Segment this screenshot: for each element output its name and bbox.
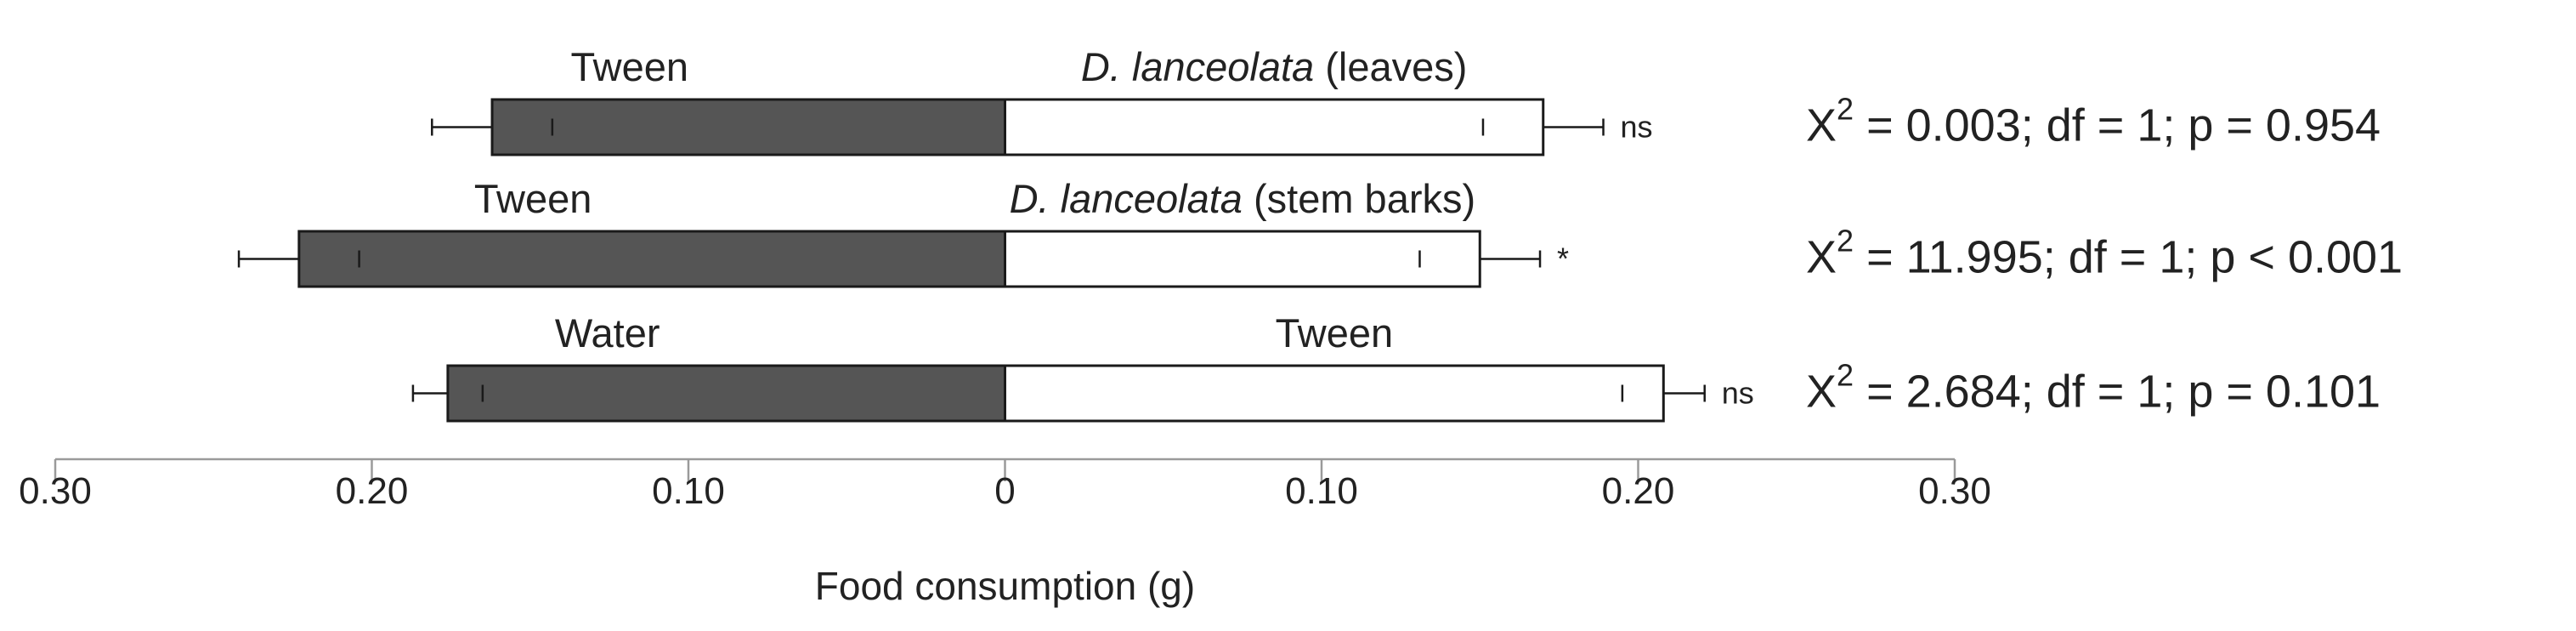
left-bar bbox=[490, 98, 1006, 156]
right-group-label: Tween bbox=[1276, 310, 1393, 355]
stat-superscript: 2 bbox=[1837, 358, 1854, 393]
right-label-part: (leaves) bbox=[1314, 44, 1467, 89]
x-tick-label: 0.20 bbox=[336, 470, 409, 512]
stat-values: = 0.003; df = 1; p = 0.954 bbox=[1854, 100, 2381, 151]
left-bar bbox=[297, 230, 1006, 288]
stat-superscript: 2 bbox=[1837, 92, 1854, 127]
significance-marker: ns bbox=[1621, 110, 1653, 145]
right-error-bar bbox=[1418, 250, 1542, 268]
x-tick-label: 0.30 bbox=[19, 470, 92, 512]
right-bar bbox=[1004, 98, 1545, 156]
x-tick-label: 0.10 bbox=[652, 470, 725, 512]
right-bar bbox=[1004, 364, 1665, 423]
chi-square-stat: X2 = 2.684; df = 1; p = 0.101 bbox=[1806, 358, 2381, 418]
left-bar bbox=[446, 364, 1006, 423]
bar-row-3: Water Tween ns X2 = 2.684; df = 1; p = 0.10… bbox=[411, 310, 2381, 423]
right-label-part: (stem barks) bbox=[1243, 176, 1475, 221]
left-group-label: Tween bbox=[474, 176, 592, 221]
right-error-bar bbox=[1621, 384, 1706, 402]
x-tick-label: 0 bbox=[994, 470, 1015, 512]
left-error-bar bbox=[431, 118, 554, 136]
stat-symbol: X bbox=[1806, 367, 1837, 418]
x-tick-label: 0.30 bbox=[1918, 470, 1991, 512]
chi-square-stat: X2 = 0.003; df = 1; p = 0.954 bbox=[1806, 92, 2381, 151]
right-label-part: Tween bbox=[1276, 310, 1393, 355]
right-group-label: D. lanceolata (stem barks) bbox=[1010, 176, 1476, 221]
bars-layer: Tween D. lanceolata (leaves)ns X2 = 0.003;… bbox=[237, 44, 2403, 423]
right-bar bbox=[1004, 230, 1481, 288]
right-label-species: D. lanceolata bbox=[1010, 176, 1243, 221]
stat-symbol: X bbox=[1806, 100, 1837, 151]
stat-values: = 2.684; df = 1; p = 0.101 bbox=[1854, 367, 2381, 418]
stat-superscript: 2 bbox=[1837, 224, 1854, 259]
right-error-bar bbox=[1481, 118, 1605, 136]
bar-row-2: Tween D. lanceolata (stem barks) * X2 = 11.… bbox=[237, 176, 2403, 288]
x-tick-label: 0.20 bbox=[1602, 470, 1675, 512]
x-axis: 0.30 0.20 0.10 0 0.10 0.20 0.30 bbox=[19, 458, 1991, 512]
right-group-label: D. lanceolata (leaves) bbox=[1081, 44, 1468, 89]
x-tick-label: 0.10 bbox=[1285, 470, 1358, 512]
bar-row-1: Tween D. lanceolata (leaves) ns X2 = 0.003;… bbox=[431, 44, 2381, 156]
significance-marker: ns bbox=[1722, 376, 1754, 411]
significance-marker: * bbox=[1557, 242, 1569, 276]
left-error-bar bbox=[411, 384, 484, 402]
chi-square-stat: X2 = 11.995; df = 1; p < 0.001 bbox=[1806, 224, 2403, 283]
left-group-label: Tween bbox=[571, 44, 688, 89]
left-error-bar bbox=[237, 250, 360, 268]
stat-symbol: X bbox=[1806, 232, 1837, 283]
right-label-species: D. lanceolata bbox=[1081, 44, 1314, 89]
stat-values: = 11.995; df = 1; p < 0.001 bbox=[1854, 232, 2403, 283]
left-group-label: Water bbox=[555, 310, 660, 355]
x-axis-label: Food consumption (g) bbox=[815, 564, 1195, 608]
